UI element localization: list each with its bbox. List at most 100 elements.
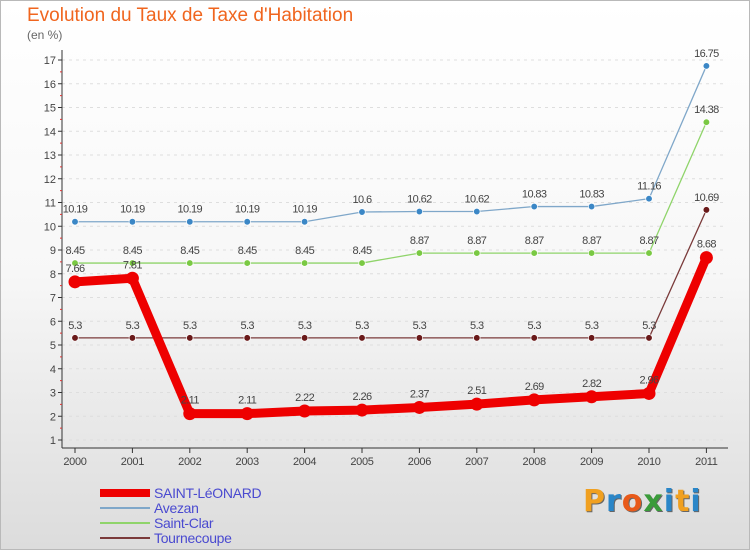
chart-subtitle: (en %) — [27, 28, 63, 42]
data-point — [470, 397, 484, 411]
data-label: 7.81 — [123, 259, 142, 271]
data-point — [702, 62, 711, 70]
x-tick-label: 2004 — [293, 456, 316, 468]
data-label: 10.19 — [120, 204, 145, 216]
y-tick-label: 17 — [44, 55, 56, 67]
data-label: 8.68 — [697, 239, 716, 251]
y-tick-label: 5 — [50, 340, 56, 352]
legend-swatch-saint-leonard — [100, 489, 150, 497]
data-label: 8.87 — [582, 235, 601, 247]
data-point — [183, 407, 197, 421]
data-point — [415, 207, 424, 216]
data-point — [240, 407, 254, 421]
data-label: 5.3 — [68, 320, 82, 332]
data-label: 10.62 — [465, 194, 490, 206]
data-point — [699, 251, 713, 265]
data-point — [585, 390, 599, 404]
data-point — [68, 275, 82, 289]
data-label: 2.37 — [410, 388, 429, 400]
data-label: 10.19 — [235, 204, 260, 216]
legend-swatch-avezan — [100, 507, 150, 509]
data-label: 8.45 — [352, 245, 371, 257]
legend-swatch-tournecoupe — [100, 537, 150, 539]
data-point — [243, 259, 251, 267]
data-label: 2.26 — [352, 391, 371, 403]
data-point — [358, 334, 366, 342]
y-tick-label: 16 — [44, 79, 56, 91]
data-label: 2.22 — [295, 392, 314, 404]
data-point — [473, 207, 481, 216]
data-label: 10.83 — [579, 189, 604, 201]
logo-letter: o — [621, 484, 644, 519]
data-point — [645, 334, 653, 342]
legend-label-tournecoupe: Tournecoupe — [154, 530, 232, 546]
data-label: 8.87 — [639, 235, 658, 247]
y-tick-label: 14 — [44, 126, 56, 138]
data-label: 14.38 — [694, 104, 719, 116]
legend-swatch-saint-clar — [100, 522, 150, 524]
data-point — [243, 334, 251, 342]
y-tick-label: 4 — [50, 364, 56, 376]
data-point — [128, 259, 137, 267]
data-point — [412, 400, 426, 414]
data-label: 10.6 — [352, 194, 371, 206]
data-point — [645, 195, 653, 203]
data-label: 5.3 — [183, 320, 197, 332]
chart-title: Evolution du Taux de Taxe d'Habitation — [27, 5, 354, 26]
data-label: 5.3 — [355, 320, 369, 332]
proxiti-logo: Proxiti — [583, 484, 702, 519]
data-point — [186, 334, 194, 342]
data-point — [300, 334, 309, 342]
data-label: 10.62 — [407, 194, 432, 206]
y-tick-label: 13 — [44, 150, 56, 162]
data-point — [128, 334, 137, 342]
y-tick-label: 2 — [50, 411, 56, 423]
data-point — [298, 404, 312, 418]
x-tick-label: 2005 — [350, 456, 373, 468]
data-point — [530, 202, 538, 211]
logo-letter: t — [675, 484, 691, 519]
data-point — [125, 271, 139, 285]
data-label: 5.3 — [470, 320, 484, 332]
y-tick-label: 6 — [50, 316, 56, 328]
logo-letter: x — [643, 484, 664, 519]
logo-letter: r — [606, 484, 622, 519]
data-point — [702, 206, 711, 214]
data-point — [473, 334, 481, 342]
data-point — [71, 218, 79, 226]
series-line-2 — [75, 121, 707, 264]
data-label: 8.45 — [65, 245, 84, 257]
data-point — [358, 259, 366, 267]
data-label: 11.16 — [637, 181, 661, 193]
x-tick-label: 2006 — [408, 456, 431, 468]
y-tick-label: 8 — [50, 269, 56, 281]
y-tick-label: 12 — [44, 174, 56, 186]
data-label: 5.3 — [298, 320, 312, 332]
data-label: 5.3 — [585, 320, 599, 332]
data-point — [473, 249, 481, 257]
x-tick-label: 2010 — [637, 456, 660, 468]
data-label: 5.3 — [642, 320, 656, 332]
data-label: 8.45 — [123, 245, 142, 257]
data-point — [358, 208, 366, 216]
data-point — [71, 259, 79, 267]
data-point — [186, 218, 194, 226]
data-point — [355, 403, 369, 417]
data-point — [527, 393, 541, 407]
data-label: 8.45 — [295, 245, 314, 257]
y-tick-label: 11 — [45, 198, 56, 210]
series-line-0 — [70, 253, 711, 419]
data-label: 8.45 — [180, 245, 199, 257]
logo-letter: i — [663, 484, 676, 519]
data-label: 2.11 — [181, 395, 200, 407]
x-tick-label: 2009 — [580, 456, 603, 468]
y-tick-label: 3 — [50, 388, 56, 400]
data-label: 8.87 — [467, 235, 486, 247]
series-line-1 — [75, 65, 707, 223]
data-point — [300, 259, 309, 267]
data-label: 8.87 — [410, 235, 429, 247]
data-label: 2.51 — [467, 385, 486, 397]
data-point — [128, 218, 137, 226]
x-tick-label: 2002 — [178, 456, 201, 468]
data-point — [530, 249, 538, 257]
